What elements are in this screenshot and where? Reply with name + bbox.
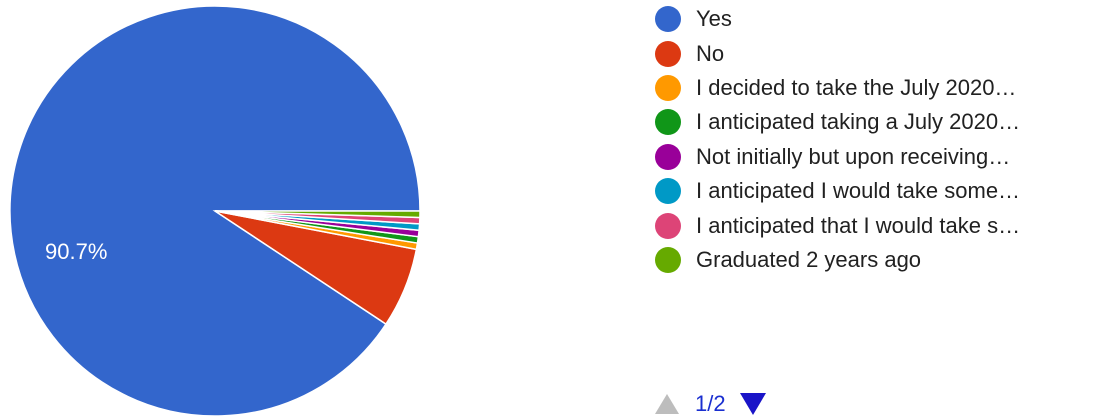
legend-swatch-icon <box>655 246 681 273</box>
legend-swatch-icon <box>655 6 681 33</box>
legend-item-1: No <box>655 36 1105 70</box>
legend-item-2: I decided to take the July 2020… <box>655 71 1105 105</box>
legend-label: I anticipated I would take some… <box>696 178 1021 204</box>
legend-item-7: Graduated 2 years ago <box>655 243 1105 277</box>
pager-page-indicator: 1/2 <box>695 391 726 416</box>
legend-label: Not initially but upon receiving… <box>696 143 1011 169</box>
legend-item-4: Not initially but upon receiving… <box>655 140 1105 174</box>
legend-label: Graduated 2 years ago <box>696 246 922 272</box>
legend-item-5: I anticipated I would take some… <box>655 174 1105 208</box>
legend-item-0: Yes <box>655 2 1105 36</box>
pie-data-label-yes: 90.7% <box>45 239 107 264</box>
pager-prev-arrow-icon <box>655 394 679 414</box>
legend-label: No <box>696 40 725 66</box>
legend-label: I anticipated that I would take s… <box>696 212 1021 238</box>
legend-item-3: I anticipated taking a July 2020… <box>655 105 1105 139</box>
legend-item-6: I anticipated that I would take s… <box>655 208 1105 242</box>
legend-swatch-icon <box>655 109 681 136</box>
legend-label: I decided to take the July 2020… <box>696 74 1017 100</box>
legend-swatch-icon <box>655 212 681 239</box>
pie-slice-7 <box>214 210 421 219</box>
legend-swatch-icon <box>655 74 681 101</box>
legend-swatch-icon <box>655 143 681 170</box>
legend-label: Yes <box>696 6 732 32</box>
legend: Yes No I decided to take the July 2020… I a… <box>655 2 1105 277</box>
legend-swatch-icon <box>655 178 681 205</box>
pager-next-arrow-icon[interactable] <box>739 393 766 415</box>
pie-chart: 90.7% <box>9 5 421 417</box>
legend-swatch-icon <box>655 40 681 67</box>
legend-label: I anticipated taking a July 2020… <box>696 109 1021 135</box>
legend-pager: 1/2 <box>655 388 766 420</box>
